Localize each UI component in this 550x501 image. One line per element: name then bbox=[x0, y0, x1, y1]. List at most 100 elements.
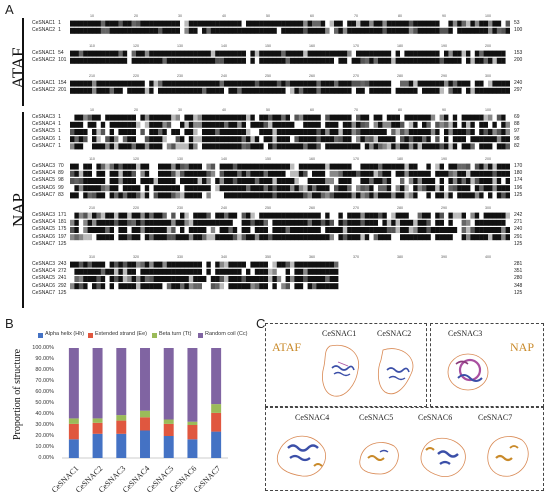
bar-segment bbox=[187, 348, 198, 422]
ruler-tick: 180 bbox=[397, 44, 403, 48]
alignment-sequence-block bbox=[70, 20, 510, 34]
ruler-tick: 340 bbox=[221, 255, 227, 259]
ruler-tick: 260 bbox=[309, 74, 315, 78]
alignment-row-label: CeSNAC4 272 bbox=[32, 268, 66, 275]
ruler-tick: 80 bbox=[398, 108, 402, 112]
y-tick-label: 30.00% bbox=[35, 421, 54, 428]
alignment-row-names: CeSNAC3 1 CeSNAC4 1 CeSNAC5 1 CeSNAC6 1 CeSNAC7 1 bbox=[32, 114, 61, 150]
alignment-row-label: CeSNAC1 154 bbox=[32, 80, 66, 87]
sequence-name: CeSNAC4 bbox=[32, 170, 56, 177]
ruler-tick: 380 bbox=[397, 255, 403, 259]
sequence-start: 70 bbox=[58, 163, 64, 169]
alignment-ruler: 210 220 230 240 250 260 270 280 290 300 bbox=[70, 74, 510, 80]
bar-segment bbox=[68, 439, 79, 458]
alignment-row-label: CeSNAC5 1 bbox=[32, 128, 61, 135]
legend-swatch bbox=[198, 333, 203, 338]
alignment-sequence-block bbox=[70, 212, 510, 248]
alignment-ruler: 310 320 330 340 350 360 370 380 390 400 bbox=[70, 255, 510, 261]
sequence-start: 292 bbox=[58, 282, 67, 289]
stacked-bar-chart bbox=[62, 348, 228, 459]
ruler-tick: 240 bbox=[221, 206, 227, 210]
alignment-row-ends: 69 88 97 98 82 bbox=[514, 114, 520, 150]
ruler-tick: 360 bbox=[309, 255, 315, 259]
nap-bracket bbox=[22, 112, 24, 308]
legend-label: Random coil (Cc) bbox=[205, 331, 248, 337]
bar-segment bbox=[140, 417, 150, 431]
sequence-start: 125 bbox=[58, 289, 67, 296]
bar-segment bbox=[92, 348, 103, 419]
sequence-name: CeSNAC5 bbox=[32, 128, 56, 135]
sequence-name: CeSNAC5 bbox=[32, 275, 56, 282]
ruler-tick: 140 bbox=[221, 44, 227, 48]
bar-segment bbox=[163, 436, 174, 458]
sequence-name: CeSNAC6 bbox=[32, 282, 56, 289]
sequence-start: 1 bbox=[58, 27, 61, 34]
ataf-bracket bbox=[22, 18, 24, 106]
sequence-start: 1 bbox=[58, 142, 61, 149]
bar-segment bbox=[68, 348, 79, 419]
sequence-end: 153 bbox=[514, 50, 523, 56]
alignment-ruler: 10 20 30 40 50 60 70 80 90 100 bbox=[70, 14, 510, 20]
ruler-tick: 110 bbox=[89, 157, 95, 161]
sequence-name: CeSNAC2 bbox=[32, 27, 56, 34]
sequence-start: 171 bbox=[58, 212, 67, 218]
bar-segment bbox=[140, 410, 150, 418]
protein-label-cesnac3: CeSNAC3 bbox=[448, 329, 483, 338]
sequence-name: CeSNAC4 bbox=[32, 121, 56, 128]
bar-segment bbox=[163, 348, 174, 420]
nap-group-label: NAP bbox=[9, 192, 29, 228]
y-tick-label: 20.00% bbox=[35, 432, 54, 439]
ruler-tick: 40 bbox=[222, 108, 226, 112]
protein-label-cesnac6: CeSNAC6 bbox=[418, 413, 453, 422]
bar-segment bbox=[92, 418, 103, 423]
sequence-start: 1 bbox=[58, 114, 61, 120]
y-tick-label: 0.00% bbox=[38, 454, 54, 461]
ruler-tick: 50 bbox=[266, 14, 270, 18]
ruler-tick: 130 bbox=[177, 157, 183, 161]
sequence-start: 99 bbox=[58, 184, 64, 191]
ruler-tick: 180 bbox=[397, 157, 403, 161]
protein-label-cesnac1: CeSNAC1 bbox=[322, 329, 357, 338]
sequence-start: 1 bbox=[58, 121, 61, 128]
ruler-tick: 250 bbox=[265, 206, 271, 210]
alignment-row-names: CeSNAC3 171 CeSNAC4 181 CeSNAC5 175 CeSNAC6 197… bbox=[32, 212, 66, 248]
structure-cesnac3 bbox=[447, 353, 489, 391]
ruler-tick: 390 bbox=[441, 255, 447, 259]
sequence-end: 125 bbox=[514, 289, 523, 296]
structure-cesnac4 bbox=[276, 435, 327, 477]
alignment-row-label: CeSNAC5 241 bbox=[32, 275, 66, 282]
sequence-name: CeSNAC7 bbox=[32, 191, 56, 198]
sequence-end: 97 bbox=[514, 128, 520, 135]
alignment-row-label: CeSNAC3 171 bbox=[32, 212, 66, 219]
alignment-row-label: CeSNAC1 54 bbox=[32, 50, 66, 57]
ruler-tick: 290 bbox=[441, 74, 447, 78]
sequence-end: 242 bbox=[514, 212, 523, 218]
sequence-name: CeSNAC5 bbox=[32, 226, 56, 233]
ruler-tick: 120 bbox=[133, 44, 139, 48]
structure-cesnac7 bbox=[487, 436, 529, 477]
ataf-group-label: ATAF bbox=[8, 47, 28, 89]
ruler-tick: 150 bbox=[265, 157, 271, 161]
ruler-tick: 210 bbox=[89, 74, 95, 78]
sequence-end: 240 bbox=[514, 226, 523, 233]
bar-segment bbox=[163, 419, 174, 424]
ruler-tick: 230 bbox=[177, 206, 183, 210]
sequence-end: 351 bbox=[514, 268, 523, 275]
sequence-name: CeSNAC6 bbox=[32, 135, 56, 142]
ruler-tick: 170 bbox=[353, 44, 359, 48]
ruler-tick: 20 bbox=[134, 108, 138, 112]
y-tick-label: 10.00% bbox=[35, 443, 54, 450]
structure-cesnac6 bbox=[420, 437, 466, 478]
alignment-sequence-block bbox=[70, 261, 510, 297]
protein-label-cesnac7: CeSNAC7 bbox=[478, 413, 513, 422]
sequence-start: 1 bbox=[58, 20, 61, 26]
sequence-name: CeSNAC3 bbox=[32, 261, 56, 267]
ruler-tick: 300 bbox=[485, 74, 491, 78]
sequence-name: CeSNAC5 bbox=[32, 177, 56, 184]
protein-label-cesnac4: CeSNAC4 bbox=[295, 413, 330, 422]
ruler-tick: 330 bbox=[177, 255, 183, 259]
alignment-ruler: 10 20 30 40 50 60 70 80 90 100 bbox=[70, 108, 510, 114]
ruler-tick: 290 bbox=[441, 206, 447, 210]
alignment-ruler: 110 120 130 140 150 160 170 180 190 200 bbox=[70, 44, 510, 50]
sequence-end: 240 bbox=[514, 80, 523, 86]
